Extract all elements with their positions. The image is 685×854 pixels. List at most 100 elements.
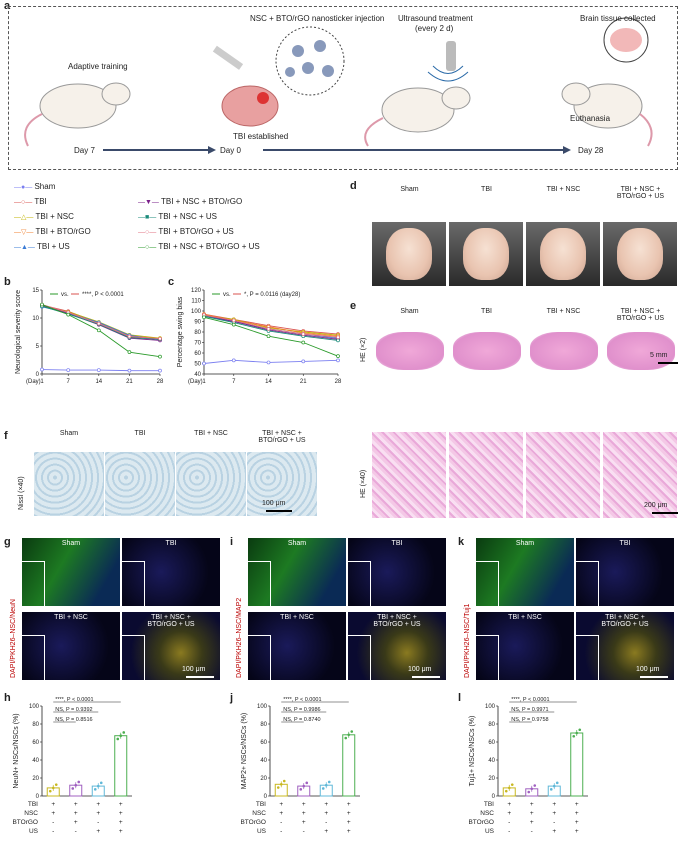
data-point xyxy=(231,318,236,323)
fluor-inset xyxy=(22,634,45,681)
x-tick-label: 28 xyxy=(335,379,342,385)
annot-vs: vs. xyxy=(223,292,231,298)
fluor-image: Sham xyxy=(248,538,346,607)
data-point xyxy=(231,358,236,363)
data-point xyxy=(533,784,537,787)
he-group-label: TBI + NSC + BTO/rGO + US xyxy=(616,308,665,322)
fluor-stain-label: DAPI/PKH26–NSC/NeuN xyxy=(10,599,17,678)
he-scale1-text: 5 mm xyxy=(650,352,668,359)
fluor-group-label: TBI xyxy=(619,540,631,547)
legend-marker: —▼— xyxy=(138,199,159,206)
table-cell: - xyxy=(52,828,54,835)
bar xyxy=(570,732,584,797)
data-point xyxy=(127,334,132,339)
table-cell: + xyxy=(51,810,55,817)
legend-item: —▽— TBI + BTO/rGO xyxy=(14,227,91,236)
nissl-group-label: TBI + NSC + BTO/rGO + US xyxy=(258,430,306,444)
x-tick-label: 1 xyxy=(202,379,206,385)
fluor-inset xyxy=(122,560,145,607)
fluor-scale-text: 100 μm xyxy=(408,666,432,673)
nissl-scale-text: 100 μm xyxy=(262,500,286,507)
data-point xyxy=(578,728,582,732)
he-low-mag xyxy=(453,332,521,370)
data-point xyxy=(575,731,579,735)
legend-label: TBI xyxy=(32,197,47,206)
y-tick-label: 60 xyxy=(194,351,201,357)
table-cell: - xyxy=(280,819,282,826)
fluor-image: TBI + NSC xyxy=(476,612,574,681)
data-point xyxy=(504,789,508,793)
table-row-label: NSC xyxy=(24,810,38,817)
fluor-scalebar xyxy=(640,676,668,678)
fluor-scalebar xyxy=(186,676,214,678)
he-low-mag xyxy=(607,332,675,370)
legend-marker: —△— xyxy=(14,214,34,221)
legend-item: —○— TBI xyxy=(14,197,47,206)
table-cell: + xyxy=(302,810,306,817)
data-point xyxy=(116,737,120,741)
series-line xyxy=(203,359,339,364)
nissl-image xyxy=(34,452,104,516)
table-cell: - xyxy=(97,819,99,826)
y-tick-label: 80 xyxy=(194,330,201,336)
y-tick-label: 80 xyxy=(260,722,267,728)
data-point xyxy=(510,783,514,786)
table-cell: + xyxy=(347,801,351,808)
table-row-label: TBI xyxy=(484,801,494,808)
table-cell: + xyxy=(324,801,328,808)
legend-item: —▲— TBI + US xyxy=(14,242,70,251)
data-point xyxy=(93,788,97,791)
y-axis-label: NeuN+ NSCs/NSCs (%) xyxy=(13,713,20,788)
step-us: Ultrasound treatment xyxy=(398,14,473,23)
data-point xyxy=(276,786,280,789)
table-cell: + xyxy=(530,819,534,826)
chart-j: 0 20 40 60 80 100 MAP2+ NSCs/NSCs (%) ****, P <… xyxy=(240,697,360,835)
fluor-image: TBI + NSC xyxy=(22,612,120,681)
panel-f-label: f xyxy=(4,430,8,442)
fluor-inset xyxy=(22,560,45,607)
step-tbi: TBI established xyxy=(233,132,289,141)
data-point xyxy=(99,781,103,785)
table-cell: - xyxy=(531,828,533,835)
table-cell: - xyxy=(508,819,510,826)
data-point xyxy=(158,354,162,359)
x-tick-label: 21 xyxy=(300,379,307,385)
table-cell: - xyxy=(75,828,77,835)
legend-item: —△— TBI + NSC xyxy=(14,212,74,221)
brain-group-label: TBI xyxy=(481,186,492,193)
y-tick-label: 100 xyxy=(485,704,496,710)
sig-label: ****, P < 0.0001 xyxy=(511,697,549,703)
table-cell: + xyxy=(324,810,328,817)
data-point xyxy=(350,730,354,733)
table-cell: - xyxy=(508,828,510,835)
data-point xyxy=(40,302,44,307)
brain-specimen xyxy=(540,228,586,280)
data-point xyxy=(344,736,348,740)
brain-photo xyxy=(526,222,600,286)
panel-a-frame xyxy=(8,6,678,170)
table-cell: - xyxy=(280,828,282,835)
he-row1-label: HE (×2) xyxy=(360,337,367,362)
data-point xyxy=(301,340,306,345)
data-point xyxy=(336,335,340,340)
day-28: Day 28 xyxy=(578,146,604,155)
brain-specimen xyxy=(617,228,663,280)
y-tick-label: 40 xyxy=(260,758,267,764)
table-cell: + xyxy=(119,819,123,826)
panel-k-label: k xyxy=(458,536,465,548)
y-tick-label: 70 xyxy=(194,341,201,347)
data-point xyxy=(321,787,325,790)
legend-item: —■— TBI + NSC + US xyxy=(138,212,217,221)
brain-photo xyxy=(372,222,446,286)
y-tick-label: 110 xyxy=(191,299,201,305)
sig-label: NS, P = 0.9758 xyxy=(511,717,548,723)
fluor-inset xyxy=(348,634,371,681)
data-point xyxy=(54,783,58,786)
fluor-image: TBI + NSC xyxy=(248,612,346,681)
fluor-stain-label: DAPI/PKH26–NSC/Tuj1 xyxy=(464,603,471,678)
data-point xyxy=(279,783,283,786)
fluor-group-label: TBI xyxy=(165,540,177,547)
legend-label: Sham xyxy=(32,182,56,191)
series-line xyxy=(41,304,161,340)
brain-photo xyxy=(603,222,677,286)
